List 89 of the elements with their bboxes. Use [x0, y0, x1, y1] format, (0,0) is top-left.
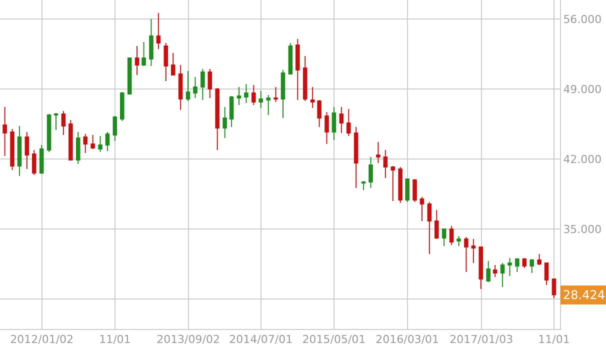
candlestick [317, 100, 322, 128]
candlestick [215, 88, 220, 150]
candlestick [10, 128, 14, 170]
candlestick [120, 92, 124, 122]
candlestick [434, 210, 439, 240]
candlestick [164, 42, 168, 82]
candlestick [105, 132, 110, 152]
x-tick-label: 2014/07/01 [229, 333, 293, 346]
candlestick [32, 150, 36, 176]
x-tick-label: 2016/03/01 [376, 333, 440, 346]
candlestick [244, 84, 248, 104]
candlestick [17, 126, 22, 176]
candlestick [222, 106, 227, 138]
candlestick [252, 84, 256, 106]
candlestick [54, 112, 58, 130]
candlestick [383, 150, 388, 178]
candlestick [2, 106, 7, 156]
candlestick [186, 70, 190, 102]
candlestick [83, 134, 88, 154]
candlestick [544, 262, 549, 286]
candlestick [156, 12, 161, 50]
candlestick [478, 246, 484, 290]
x-tick-label: 2017/01/03 [450, 333, 514, 346]
candlestick [508, 258, 512, 276]
candlestick [127, 58, 132, 94]
x-tick-label: 11/01 [99, 333, 131, 346]
candlestick [288, 42, 293, 74]
candlestick [332, 106, 336, 140]
candlestick [368, 156, 373, 188]
candlestick [456, 236, 461, 246]
candlestick [178, 64, 183, 110]
candlestick [229, 96, 234, 128]
candlestick [134, 46, 140, 76]
candlestick [390, 166, 396, 202]
candlestick [61, 110, 66, 136]
x-tick-label: 2015/05/01 [302, 333, 366, 346]
candlestick [442, 228, 446, 246]
candlestick [39, 144, 44, 174]
candlestick [208, 68, 212, 98]
candlestick [449, 226, 454, 246]
y-tick-label: 42.000 [563, 152, 602, 166]
candlestick [274, 86, 278, 102]
candlestick [24, 132, 30, 170]
candlestick [398, 166, 402, 204]
candlestick [170, 52, 176, 76]
candlestick [296, 38, 300, 100]
candlestick [90, 134, 95, 150]
candlestick [310, 86, 315, 108]
candlestick [76, 132, 80, 164]
candlestick [258, 90, 264, 108]
candlestick [376, 142, 380, 164]
candlestick [339, 106, 344, 134]
candlestick [354, 126, 358, 188]
candlestick [193, 76, 198, 98]
candlestick [530, 258, 534, 274]
candlestick [149, 18, 154, 66]
candlestick [537, 254, 542, 266]
candlestick [98, 136, 102, 152]
candlestick [280, 70, 286, 118]
candlestick [420, 196, 424, 222]
candlestick [500, 262, 505, 288]
x-tick-label: 2012/01/02 [10, 333, 74, 346]
y-tick-label: 56.000 [563, 12, 602, 26]
candlestick [552, 278, 556, 298]
candlestick [405, 178, 410, 202]
candlestick [236, 86, 242, 106]
candlestick [324, 112, 329, 144]
candlestick [112, 116, 118, 142]
candlestick [471, 238, 476, 264]
candlestick [68, 120, 73, 160]
candlestick [522, 258, 527, 268]
candlestick [142, 42, 146, 66]
candlestick [412, 178, 417, 202]
candlestick [266, 94, 270, 116]
candlestick [361, 180, 366, 190]
y-tick-label: 49.000 [563, 82, 602, 96]
candlestick [200, 68, 205, 100]
candlestick [302, 56, 308, 102]
x-tick-label: 2013/09/02 [156, 333, 220, 346]
candlestick [464, 236, 468, 272]
y-tick-label: 35.000 [563, 222, 602, 236]
candlestick [346, 108, 351, 136]
candlestick [486, 260, 490, 282]
text: 28.424 [563, 288, 605, 302]
candlestick [46, 114, 52, 152]
candlestick [427, 202, 432, 254]
x-tick-label: 11/01 [538, 333, 570, 346]
candlestick [515, 258, 520, 272]
candlestick [492, 264, 498, 278]
